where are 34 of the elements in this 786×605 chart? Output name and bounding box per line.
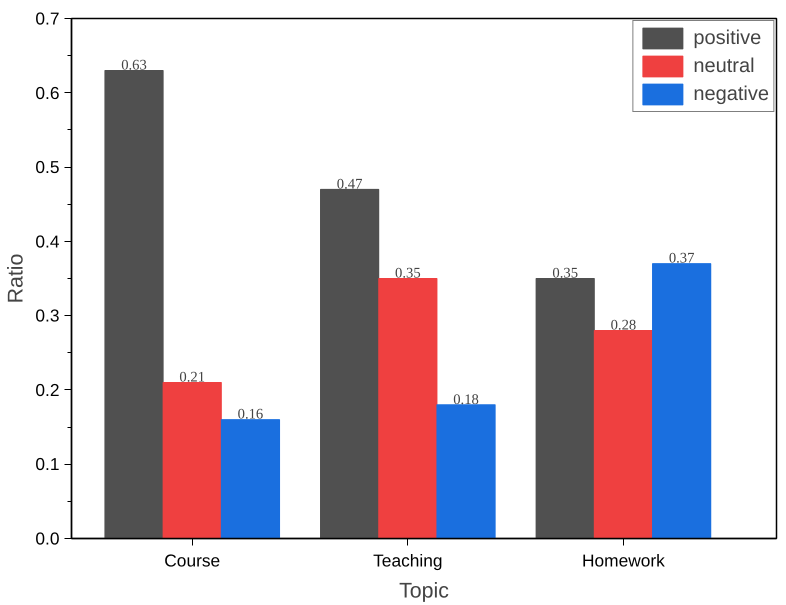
legend-label: positive: [693, 26, 762, 50]
bar: [536, 278, 595, 538]
data-label: 0.21: [179, 370, 206, 386]
data-label: 0.35: [552, 266, 578, 282]
y-tick-label: 0.2: [35, 380, 60, 400]
bar: [104, 70, 164, 538]
bar: [594, 330, 654, 538]
legend-label: neutral: [693, 54, 755, 78]
y-tick-label: 0.5: [35, 157, 60, 178]
bar: [162, 382, 222, 538]
data-label: 0.18: [453, 392, 479, 408]
x-axis-title: Topic: [399, 578, 450, 602]
legend-label: negative: [693, 82, 769, 106]
x-tick-label: Teaching: [373, 550, 443, 570]
bar: [320, 188, 380, 538]
bar: [436, 404, 496, 538]
data-label: 0.63: [121, 58, 147, 74]
y-tick-label: 0.3: [35, 306, 60, 326]
y-tick-label: 0.0: [35, 528, 60, 548]
y-tick-label: 0.4: [35, 231, 60, 252]
y-tick-label: 0.7: [35, 8, 60, 28]
data-label: 0.35: [395, 266, 421, 282]
x-tick-label: Homework: [582, 550, 666, 570]
data-label: 0.16: [238, 406, 264, 423]
bar: [220, 419, 280, 538]
y-axis-title: Ratio: [3, 254, 28, 304]
data-label: 0.28: [610, 318, 636, 334]
y-tick-label: 0.6: [35, 82, 60, 103]
x-tick-label: Course: [164, 550, 220, 570]
y-tick-label: 0.1: [35, 454, 60, 474]
data-label: 0.37: [668, 250, 694, 267]
bar: [378, 278, 438, 538]
bar: [652, 263, 712, 538]
data-label: 0.47: [336, 176, 362, 192]
